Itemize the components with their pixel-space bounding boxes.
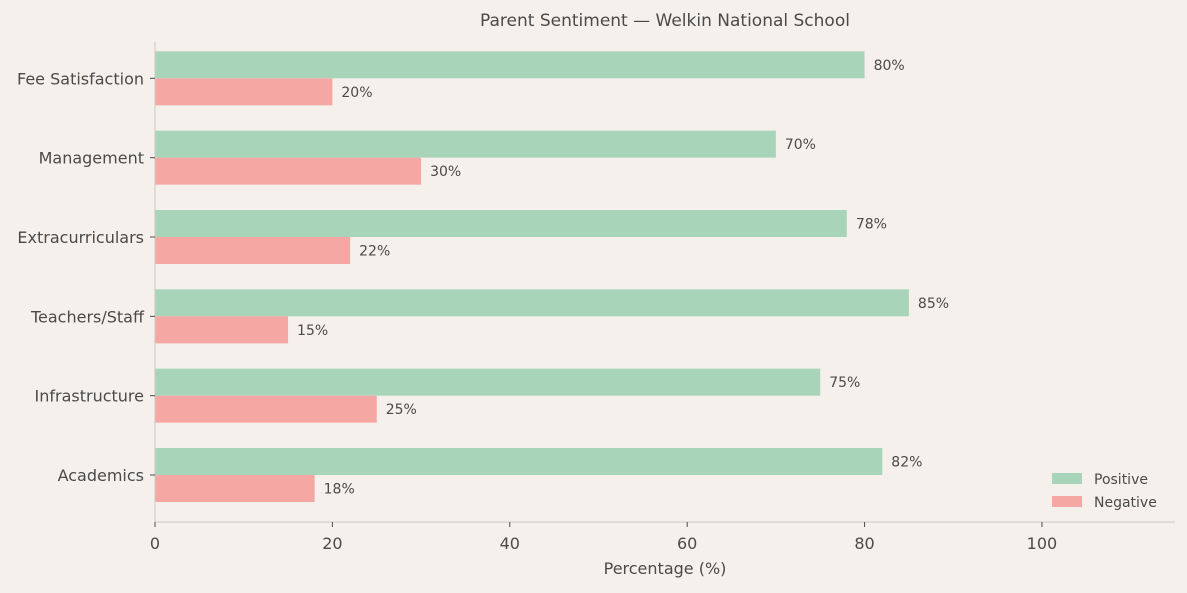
- data-label: 30%: [430, 164, 461, 180]
- bar-negative-extracurriculars: [155, 237, 351, 264]
- data-label: 18%: [324, 482, 355, 498]
- data-label: 20%: [341, 85, 372, 101]
- legend-swatch-negative: [1052, 496, 1082, 507]
- chart-title: Parent Sentiment — Welkin National Schoo…: [480, 11, 850, 31]
- bar-positive-infrastructure: [155, 368, 821, 396]
- bar-positive-academics: [155, 448, 883, 475]
- y-tick-label: Fee Satisfaction: [17, 69, 144, 88]
- data-label: 25%: [386, 402, 417, 418]
- bar-positive-extracurriculars: [155, 210, 847, 237]
- y-tick-label: Infrastructure: [35, 387, 144, 406]
- bar-negative-infrastructure: [155, 395, 377, 423]
- bar-negative-fee-satisfaction: [155, 78, 333, 106]
- bar-positive-management: [155, 130, 776, 158]
- legend-label-positive: Positive: [1094, 472, 1148, 488]
- data-label: 75%: [829, 375, 860, 391]
- x-tick-label: 80: [854, 534, 874, 553]
- x-tick-label: 40: [500, 534, 520, 553]
- data-label: 80%: [874, 58, 905, 74]
- y-tick-label: Management: [39, 149, 144, 168]
- x-tick-label: 20: [322, 534, 342, 553]
- y-tick-label: Academics: [58, 466, 144, 485]
- bar-negative-academics: [155, 475, 315, 502]
- data-label: 78%: [856, 217, 887, 233]
- data-label: 15%: [297, 323, 328, 339]
- y-tick-label: Teachers/Staff: [30, 307, 145, 326]
- data-label: 82%: [891, 455, 922, 471]
- bar-negative-teachers-staff: [155, 316, 289, 344]
- bar-positive-fee-satisfaction: [155, 51, 865, 79]
- y-tick-label: Extracurriculars: [17, 228, 144, 247]
- data-label: 85%: [918, 296, 949, 312]
- x-tick-label: 60: [677, 534, 697, 553]
- bar-negative-management: [155, 157, 422, 185]
- bar-positive-teachers-staff: [155, 289, 909, 317]
- data-label: 70%: [785, 137, 816, 153]
- x-tick-label: 0: [150, 534, 160, 553]
- legend-label-negative: Negative: [1094, 495, 1157, 511]
- x-tick-label: 100: [1027, 534, 1058, 553]
- x-axis-label: Percentage (%): [604, 559, 727, 578]
- data-label: 22%: [359, 244, 390, 260]
- legend: Positive Negative: [1052, 472, 1157, 511]
- legend-swatch-positive: [1052, 473, 1082, 484]
